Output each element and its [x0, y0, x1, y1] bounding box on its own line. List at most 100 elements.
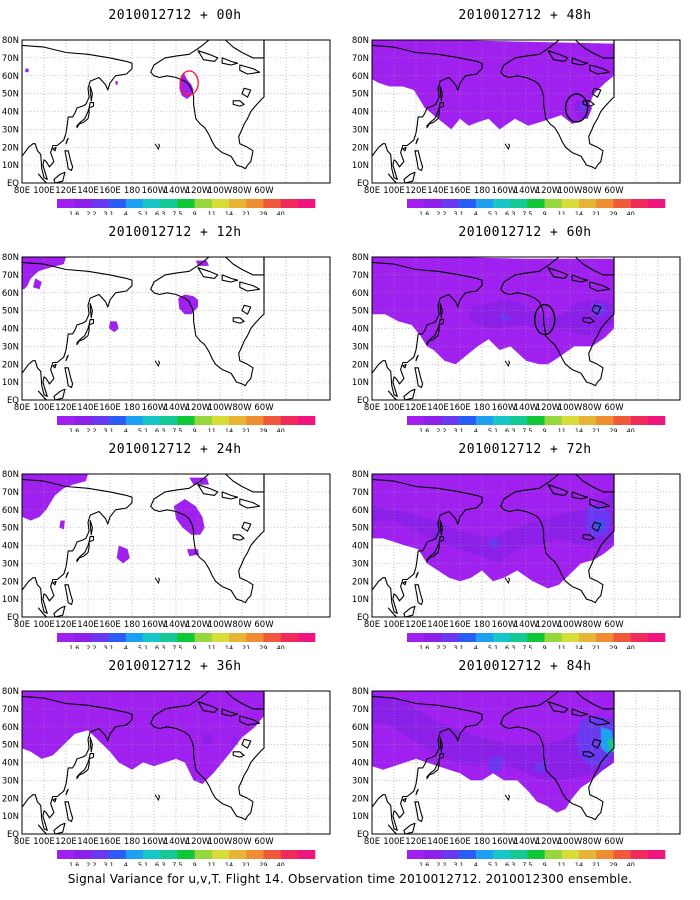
longitude-label: 160E — [449, 620, 471, 630]
longitude-label: 180 — [124, 186, 140, 196]
colorbar-swatch — [229, 199, 247, 208]
map-frame — [21, 39, 331, 184]
longitude-label: 160W — [142, 403, 167, 413]
colorbar-label: 14 — [225, 210, 233, 215]
coastline — [53, 822, 66, 834]
colorbar-label: 14 — [575, 861, 583, 866]
colorbar-swatch — [544, 850, 563, 859]
colorbar-label: 4 — [474, 427, 478, 432]
colorbar-swatch — [407, 850, 425, 859]
latitude-label: 60N — [2, 72, 19, 82]
colorbar-swatch — [229, 416, 247, 425]
colorbar-swatch — [160, 633, 178, 642]
colorbar-label: 6.3 — [155, 427, 165, 432]
coastline — [402, 797, 407, 803]
colorbar: 1.6 2.2 3.1 4 5.1 6.3 7.5 9 11 14 21 29 40 — [407, 850, 666, 866]
coastline — [197, 701, 219, 713]
colorbar-swatch — [263, 199, 281, 208]
coastline — [22, 695, 133, 831]
colorbar-label: 6.3 — [505, 427, 515, 432]
colorbar-label: 11 — [208, 644, 216, 649]
longitude-label: 100W — [208, 403, 233, 413]
colorbar-label: 3.1 — [453, 427, 463, 432]
latitude-label: 40N — [352, 759, 369, 769]
map-panel: 2010012712 + 12h 80N 70N 60N 50N 40N 30N 20N 10N… — [0, 217, 350, 432]
colorbar-swatch — [143, 199, 161, 208]
longitude-label: 80E — [14, 837, 30, 847]
longitude-label: 120W — [186, 186, 211, 196]
longitude-label: 80E — [364, 186, 380, 196]
colorbar-label: 4 — [124, 644, 128, 649]
colorbar-label: 21 — [242, 861, 250, 866]
longitude-label: 100E — [33, 186, 55, 196]
coastline — [403, 171, 416, 183]
variance-shading — [202, 733, 214, 745]
latitude-label: 30N — [352, 776, 369, 786]
colorbar-swatch — [160, 850, 178, 859]
colorbar-label: 29 — [259, 861, 267, 866]
colorbar-label: 4 — [474, 644, 478, 649]
colorbar-swatch — [57, 416, 75, 425]
map-area — [22, 257, 330, 400]
longitude-label: 180 — [474, 186, 490, 196]
colorbar-swatch — [74, 633, 92, 642]
colorbar-label: 1.6 — [419, 427, 429, 432]
colorbar-label: 9 — [193, 644, 197, 649]
colorbar-label: 40 — [626, 210, 634, 215]
coastline — [571, 274, 589, 283]
coastline — [504, 143, 511, 151]
colorbar-label: 29 — [609, 427, 617, 432]
colorbar-label: 29 — [609, 210, 617, 215]
variance-shading — [22, 474, 88, 521]
coastline — [88, 536, 95, 543]
variance-shading — [372, 40, 614, 130]
latitude-label: 40N — [352, 108, 369, 118]
colorbar-label: 2.2 — [86, 210, 96, 215]
latitude-label: 50N — [2, 307, 19, 317]
latitude-label: 50N — [352, 741, 369, 751]
colorbar-swatch — [561, 850, 580, 859]
map-frame — [371, 39, 681, 184]
colorbar-swatch — [108, 199, 127, 208]
variance-shading — [116, 545, 130, 564]
colorbar-label: 2.2 — [436, 210, 446, 215]
latitude-label: 10N — [2, 812, 19, 822]
colorbar-swatch — [297, 633, 316, 642]
colorbar-label: 29 — [609, 861, 617, 866]
longitude-label: 80E — [364, 403, 380, 413]
longitude-label: 120E — [55, 403, 77, 413]
colorbar-swatch — [125, 199, 144, 208]
variance-shading — [488, 755, 504, 774]
colorbar-label: 40 — [626, 427, 634, 432]
longitude-label: 100W — [208, 837, 233, 847]
coastline — [89, 736, 93, 753]
colorbar-swatch — [613, 633, 631, 642]
map-frame — [21, 473, 331, 618]
coastline — [232, 534, 245, 541]
colorbar-swatch — [596, 633, 614, 642]
coastline — [387, 173, 398, 183]
variance-shading — [534, 762, 546, 774]
colorbar-label: 9 — [543, 427, 547, 432]
colorbar-label: 11 — [558, 210, 566, 215]
colorbar-label: 14 — [575, 427, 583, 432]
coastline — [415, 571, 419, 579]
colorbar-label: 5.1 — [138, 861, 148, 866]
colorbar-swatch — [246, 633, 264, 642]
longitude-label: 120E — [405, 837, 427, 847]
coastline — [547, 267, 569, 279]
colorbar-label: 6.3 — [505, 210, 515, 215]
colorbar-label: 21 — [242, 427, 250, 432]
variance-shading — [33, 278, 42, 290]
latitude-label: 10N — [2, 161, 19, 171]
latitude-label: 30N — [2, 125, 19, 135]
coastline — [241, 87, 252, 98]
latitude-label: 20N — [2, 360, 19, 370]
coastline — [372, 44, 483, 180]
coastline — [22, 261, 133, 397]
latitude-label: 70N — [2, 705, 19, 715]
panel-title: 2010012712 + 12h — [108, 225, 242, 240]
colorbar-label: 21 — [592, 210, 600, 215]
